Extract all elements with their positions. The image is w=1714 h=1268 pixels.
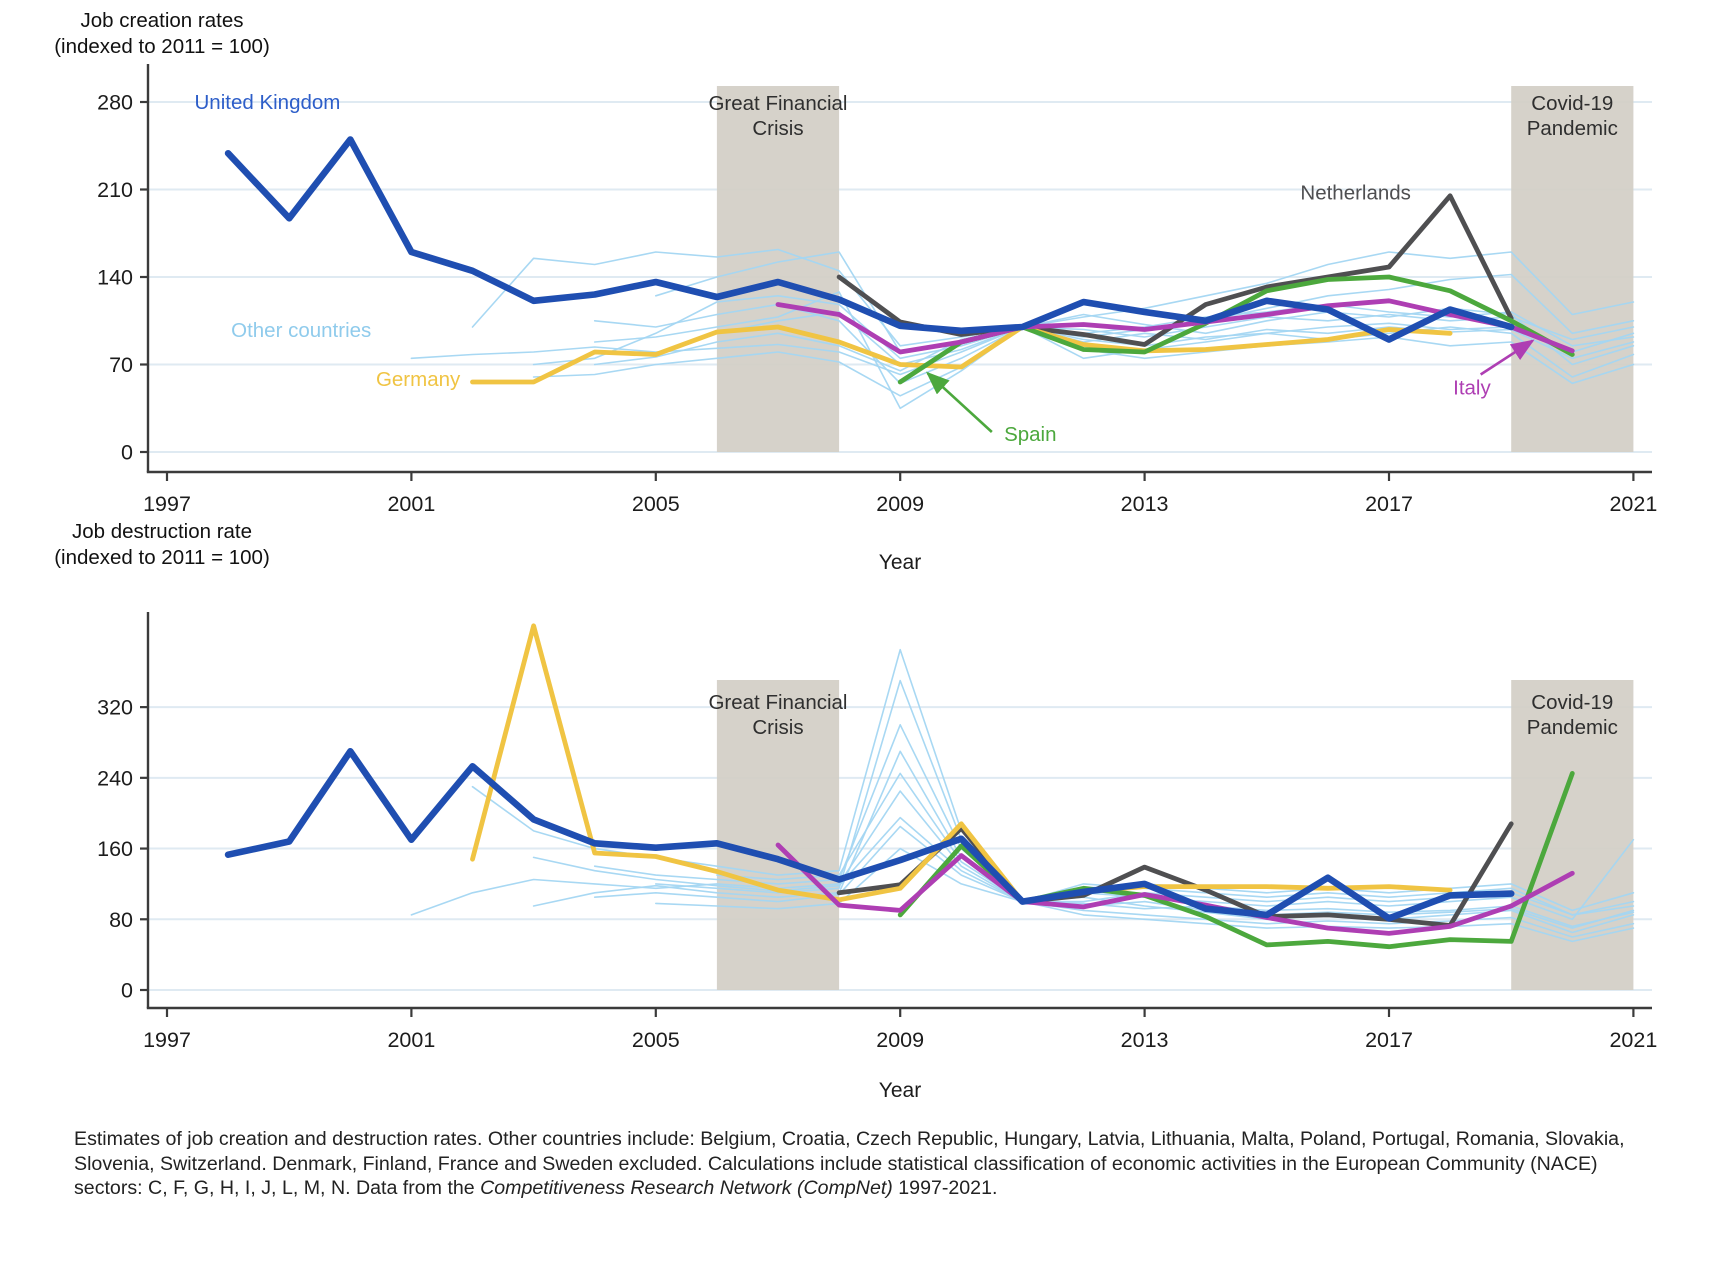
label-arrow bbox=[1479, 339, 1535, 376]
event-band-label: Great Financial bbox=[708, 92, 847, 115]
series-other-countries bbox=[593, 291, 1635, 410]
country-label-text: Spain bbox=[1004, 423, 1056, 446]
x-tick-label: 2017 bbox=[1365, 1028, 1413, 1052]
axes: 0 80 160 240 320 1997 2001 2005 2009 2013 2017 2021… bbox=[97, 612, 1657, 1102]
x-tick-label: 2005 bbox=[632, 1028, 680, 1052]
series-netherlands bbox=[836, 193, 1514, 347]
y-tick-label: 70 bbox=[109, 353, 133, 377]
series-other-countries bbox=[593, 723, 1635, 938]
event-band-label: Pandemic bbox=[1527, 716, 1618, 739]
x-tick-label: 2001 bbox=[387, 492, 435, 516]
x-tick-label: 2013 bbox=[1121, 1028, 1169, 1052]
country-label-spain: Spain bbox=[925, 371, 1057, 446]
y-tick-label: 320 bbox=[97, 696, 133, 720]
x-tick-label: 1997 bbox=[143, 492, 191, 516]
series-other-countries bbox=[716, 772, 1635, 916]
y-tick-label: 280 bbox=[97, 91, 133, 115]
x-axis-title: Year bbox=[879, 1079, 921, 1102]
event-band-label: Covid-19 bbox=[1531, 92, 1613, 115]
series-other-countries bbox=[532, 251, 1635, 366]
y-tick-label: 0 bbox=[121, 979, 133, 1003]
job-creation-title-line2: (indexed to 2011 = 100) bbox=[54, 35, 270, 58]
job-destruction-title-line2: (indexed to 2011 = 100) bbox=[54, 546, 270, 569]
x-tick-label: 2005 bbox=[632, 492, 680, 516]
country-label-text: Netherlands bbox=[1300, 182, 1411, 205]
event-band-label: Great Financial bbox=[708, 691, 847, 714]
y-tick-label: 80 bbox=[109, 908, 133, 932]
event-band-label: Crisis bbox=[752, 716, 803, 739]
y-tick-label: 240 bbox=[97, 766, 133, 790]
x-tick-label: 1997 bbox=[143, 1028, 191, 1052]
x-tick-label: 2013 bbox=[1121, 492, 1169, 516]
country-label-other-countries: Other countries bbox=[231, 319, 371, 342]
country-label-italy: Italy bbox=[1453, 339, 1535, 400]
series-germany bbox=[470, 324, 1453, 385]
label-arrow bbox=[925, 371, 993, 433]
x-tick-label: 2009 bbox=[876, 1028, 924, 1052]
country-label-text: United Kingdom bbox=[194, 91, 340, 114]
country-label-text: Other countries bbox=[231, 319, 371, 342]
footnote-years: 1997-2021. bbox=[892, 1177, 998, 1200]
country-label-text: Germany bbox=[376, 368, 461, 391]
job-creation-title: Job creation rates (indexed to 2011 = 10… bbox=[31, 8, 293, 60]
event-band-label: Covid-19 bbox=[1531, 691, 1613, 714]
gridlines bbox=[148, 101, 1652, 453]
x-tick-label: 2001 bbox=[387, 1028, 435, 1052]
country-label-germany: Germany bbox=[376, 368, 461, 391]
y-tick-label: 0 bbox=[121, 441, 133, 465]
job-creation-title-line1: Job creation rates bbox=[80, 9, 244, 32]
country-label-text: Italy bbox=[1453, 377, 1491, 400]
x-tick-label: 2021 bbox=[1609, 492, 1657, 516]
series-united-kingdom bbox=[224, 136, 1515, 343]
figure-footnote: Estimates of job creation and destructio… bbox=[74, 1127, 1652, 1201]
series-united-kingdom bbox=[224, 747, 1515, 922]
footnote-text: Estimates of job creation and destructio… bbox=[74, 1128, 1625, 1200]
x-axis-title: Year bbox=[879, 551, 921, 574]
x-tick-label: 2009 bbox=[876, 492, 924, 516]
country-label-netherlands: Netherlands bbox=[1300, 182, 1411, 205]
event-band-label: Pandemic bbox=[1527, 117, 1618, 140]
charts-canvas: Great FinancialCrisisCovid-19Pandemic070… bbox=[97, 64, 1657, 1102]
x-tick-label: 2017 bbox=[1365, 492, 1413, 516]
job-destruction-title-line1: Job destruction rate bbox=[71, 520, 253, 543]
event-band-label: Crisis bbox=[752, 117, 803, 140]
y-tick-label: 140 bbox=[97, 266, 133, 290]
series-other-countries bbox=[532, 816, 1635, 928]
job-destruction-title: Job destruction rate (indexed to 2011 = … bbox=[31, 519, 293, 571]
series-germany bbox=[470, 623, 1453, 904]
country-label-united-kingdom: United Kingdom bbox=[194, 91, 340, 114]
series-other-countries bbox=[410, 790, 1635, 929]
series-other-countries bbox=[654, 847, 1635, 943]
y-tick-label: 160 bbox=[97, 837, 133, 861]
footnote-italic-source: Competitiveness Research Network (CompNe… bbox=[480, 1177, 893, 1200]
y-tick-label: 210 bbox=[97, 178, 133, 202]
x-tick-label: 2021 bbox=[1609, 1028, 1657, 1052]
axes: 0 70 140 210 280 1997 2001 2005 2009 2013 2017 2021… bbox=[97, 64, 1657, 574]
